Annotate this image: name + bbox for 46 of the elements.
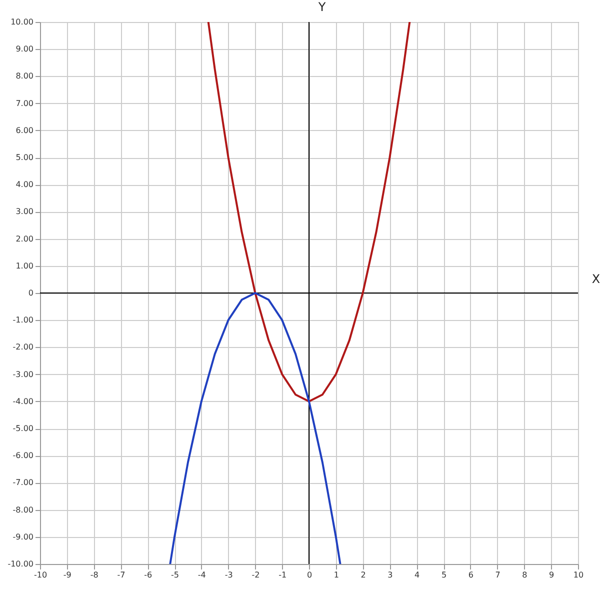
x-tick-label: 5 [441,570,447,580]
y-tick-label: -5.00 [12,424,34,433]
x-tick-label: -10 [34,570,48,580]
y-axis-title: Y [317,0,326,14]
x-tick-label: -7 [117,570,126,580]
y-tick-label: -2.00 [12,342,34,352]
y-tick-label: 0 [28,288,34,298]
x-tick-label: -9 [63,570,72,580]
x-tick-label: -1 [278,570,287,580]
x-tick-label: 8 [522,570,528,580]
y-tick-label: -6.00 [12,451,34,460]
x-tick-label: 9 [549,570,554,580]
x-tick-label: 7 [495,570,500,580]
x-tick-label: 2 [360,570,366,580]
x-tick-label: -6 [144,570,152,580]
y-tick-label: 6.00 [16,126,34,135]
y-tick-label: -3.00 [12,370,34,379]
x-axis-title: X [592,272,600,286]
y-tick-label: 8.00 [16,72,34,81]
x-tick-label: 0 [306,570,312,580]
x-tick-label: -3 [224,570,233,580]
x-tick-label: -2 [252,570,260,580]
y-tick-label: 9.00 [16,44,34,54]
x-tick-label: 10 [573,570,584,580]
y-tick-label: -10.00 [8,560,34,568]
y-tick-label: 2.00 [16,234,34,244]
y-tick-label: -9.00 [12,532,34,542]
y-tick-label: 10.00 [10,18,34,26]
y-tick-label: 7.00 [16,98,34,108]
y-tick-label: 3.00 [16,207,34,216]
x-tick-label: 6 [468,570,474,580]
x-tick-label: -5 [171,570,179,580]
x-tick-label: 3 [388,570,393,580]
y-tick-label: 4.00 [16,180,34,190]
y-tick-label: -4.00 [12,396,34,406]
y-tick-label: -7.00 [12,478,34,488]
x-tick-label: -4 [198,570,206,580]
y-tick-label: 1.00 [16,261,34,270]
x-tick-label: 4 [414,570,420,580]
x-tick-label: -8 [90,570,98,580]
y-tick-label: 5.00 [16,153,34,162]
line-series [207,22,411,402]
y-tick-label: -1.00 [12,316,34,325]
line-series [169,292,342,564]
x-tick-label: 1 [334,570,339,580]
y-tick-label: -8.00 [12,505,34,514]
